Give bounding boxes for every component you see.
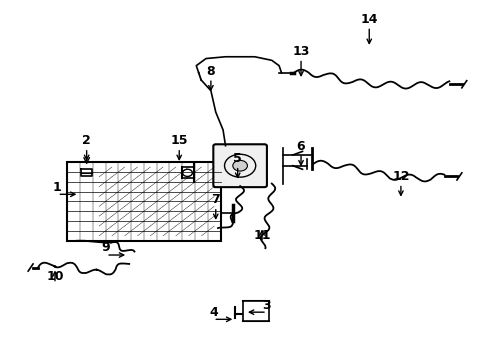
Text: 4: 4	[209, 306, 218, 319]
FancyBboxPatch shape	[213, 144, 267, 187]
Bar	[243, 301, 270, 321]
Text: 13: 13	[293, 45, 310, 58]
Text: 14: 14	[361, 13, 378, 26]
Text: 7: 7	[211, 193, 220, 206]
Text: 2: 2	[82, 134, 91, 147]
Text: 11: 11	[253, 229, 271, 242]
Text: 9: 9	[102, 241, 110, 255]
Text: 5: 5	[233, 152, 242, 165]
Text: 10: 10	[46, 270, 64, 283]
Text: 8: 8	[207, 64, 215, 77]
Text: 3: 3	[263, 298, 271, 311]
Bar	[67, 162, 220, 241]
Text: 6: 6	[297, 140, 305, 153]
Text: 15: 15	[171, 134, 188, 147]
Text: 12: 12	[392, 170, 410, 183]
Text: 1: 1	[53, 181, 62, 194]
Circle shape	[233, 160, 247, 171]
